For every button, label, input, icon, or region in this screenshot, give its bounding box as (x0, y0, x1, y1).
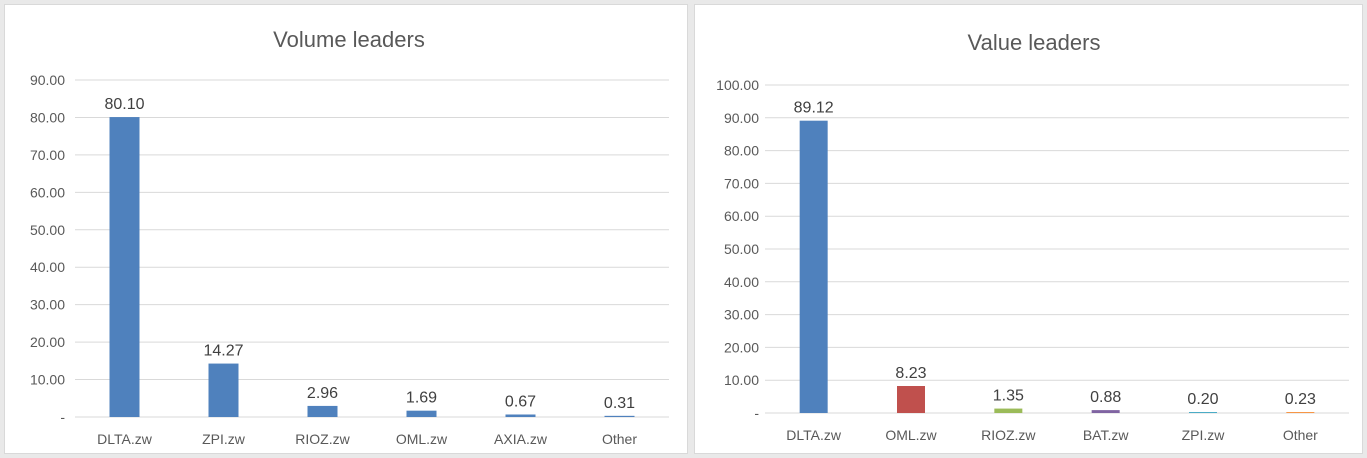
x-tick-label: DLTA.zw (97, 431, 153, 447)
bar-zpi-zw (208, 363, 239, 417)
x-tick-label: RIOZ.zw (295, 431, 350, 447)
bar-dlta-zw (799, 120, 828, 413)
bar-oml-zw (406, 410, 437, 417)
value-leaders-chart-panel: Value leaders - 10.00 20.00 30.00 40.00 50.00… (694, 4, 1363, 454)
x-tick-label: OML.zw (396, 431, 448, 447)
x-tick-label: RIOZ.zw (981, 427, 1036, 443)
data-label: 0.88 (1090, 389, 1121, 406)
y-tick-label: 50.00 (30, 222, 65, 238)
y-tick-label: - (754, 405, 759, 421)
data-label: 8.23 (895, 365, 926, 382)
y-tick-label: 10.00 (30, 372, 65, 388)
data-label: 1.69 (406, 390, 437, 407)
x-tick-label: DLTA.zw (786, 427, 842, 443)
x-tick-label: OML.zw (885, 427, 937, 443)
x-tick-label: ZPI.zw (202, 431, 246, 447)
y-tick-label: 60.00 (30, 184, 65, 200)
data-label: 89.12 (794, 100, 834, 117)
bar-oml-zw (897, 386, 925, 413)
y-tick-label: 90.00 (724, 110, 759, 126)
y-tick-label: 60.00 (724, 208, 759, 224)
data-label: 0.31 (604, 395, 635, 412)
y-tick-label: 30.00 (30, 297, 65, 313)
data-label: 0.20 (1187, 391, 1218, 408)
bar-rioz-zw (307, 405, 338, 417)
data-label: 0.23 (1285, 391, 1316, 408)
volume-leaders-chart-panel: Volume leaders - 10.00 20.00 30.00 40.00 50.0… (4, 4, 688, 454)
bar-rioz-zw (994, 408, 1023, 413)
data-label: 80.10 (104, 96, 144, 113)
y-tick-label: 50.00 (724, 241, 759, 257)
y-tick-label: 70.00 (724, 175, 759, 191)
y-tick-label: 30.00 (724, 307, 759, 323)
y-tick-label: 80.00 (30, 109, 65, 125)
bar-other (1286, 412, 1315, 413)
data-label: 2.96 (307, 385, 338, 402)
y-tick-label: 20.00 (724, 339, 759, 355)
y-tick-label: 40.00 (30, 259, 65, 275)
x-tick-label: Other (602, 431, 637, 447)
y-tick-label: 70.00 (30, 147, 65, 163)
y-tick-label: 40.00 (724, 274, 759, 290)
bar-other (604, 415, 635, 417)
x-tick-label: Other (1283, 427, 1318, 443)
data-label: 0.67 (505, 393, 536, 410)
volume-leaders-chart: Volume leaders - 10.00 20.00 30.00 40.00 50.0… (30, 27, 669, 447)
data-label: 1.35 (993, 388, 1024, 405)
bar-zpi-zw (1189, 412, 1217, 413)
x-tick-label: BAT.zw (1083, 427, 1130, 443)
x-tick-label: AXIA.zw (494, 431, 548, 447)
bar-axia-zw (505, 414, 536, 417)
bar-dlta-zw (109, 117, 140, 417)
y-tick-label: - (60, 409, 65, 425)
y-tick-label: 90.00 (30, 72, 65, 88)
y-tick-label: 100.00 (716, 77, 759, 93)
bar-bat-zw (1091, 410, 1120, 413)
x-tick-label: ZPI.zw (1182, 427, 1226, 443)
y-tick-label: 20.00 (30, 334, 65, 350)
chart-title: Volume leaders (273, 27, 425, 52)
y-tick-label: 80.00 (724, 143, 759, 159)
chart-title: Value leaders (968, 30, 1101, 55)
value-leaders-chart: Value leaders - 10.00 20.00 30.00 40.00 50.00… (716, 30, 1349, 443)
data-label: 14.27 (203, 343, 243, 360)
y-tick-label: 10.00 (724, 372, 759, 388)
